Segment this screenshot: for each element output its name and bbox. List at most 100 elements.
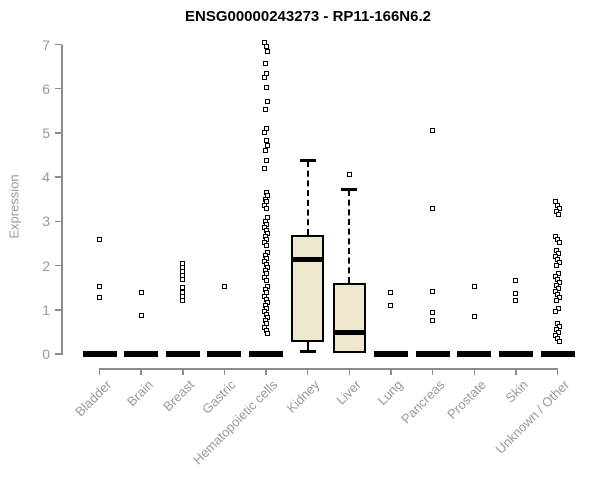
y-tick xyxy=(55,176,62,178)
outlier-point xyxy=(471,314,477,320)
outlier-point xyxy=(97,236,102,242)
outlier-point xyxy=(262,148,268,154)
x-tick xyxy=(515,368,517,375)
boxplot-lower-whisker-cap xyxy=(299,350,316,354)
x-tick xyxy=(306,368,309,375)
outlier-point xyxy=(265,98,271,104)
x-tick xyxy=(223,368,226,375)
x-tick xyxy=(473,368,475,375)
outlier-point xyxy=(265,330,271,336)
y-tick xyxy=(55,353,62,355)
outlier-point xyxy=(264,157,270,163)
boxplot-upper-whisker-cap xyxy=(299,159,316,163)
boxplot-collapsed xyxy=(124,351,159,357)
outlier-point xyxy=(388,303,394,309)
y-tick-label: 6 xyxy=(42,80,50,97)
boxplot-median xyxy=(332,330,366,336)
outlier-point xyxy=(430,288,436,294)
y-tick xyxy=(55,309,62,311)
y-tick-label: 0 xyxy=(42,346,50,362)
y-tick-label: 5 xyxy=(42,124,50,141)
category-label: Lung xyxy=(374,377,406,409)
outlier-point xyxy=(430,128,436,134)
category-label: Breast xyxy=(160,377,198,415)
outlier-point xyxy=(261,130,267,136)
outlier-point xyxy=(138,289,144,295)
x-tick xyxy=(556,368,559,375)
boxplot-collapsed xyxy=(498,351,533,357)
x-tick xyxy=(182,368,184,375)
category-label: Gastric xyxy=(199,377,240,417)
outlier-point xyxy=(555,211,561,217)
x-tick xyxy=(390,368,392,375)
outlier-point xyxy=(513,291,519,297)
boxplot-collapsed xyxy=(82,351,117,357)
outlier-point xyxy=(430,205,436,211)
category-label: Unknown / Other xyxy=(492,377,573,457)
category-label: Liver xyxy=(333,377,364,408)
outlier-point xyxy=(138,313,144,319)
outlier-point xyxy=(221,284,227,290)
y-tick xyxy=(55,43,62,46)
outlier-point xyxy=(262,60,268,66)
category-label: Brain xyxy=(123,377,156,410)
outlier-point xyxy=(430,309,436,315)
outlier-point xyxy=(262,107,268,113)
y-tick xyxy=(55,264,62,267)
outlier-point xyxy=(263,243,269,249)
y-tick xyxy=(55,132,62,134)
y-tick-label: 4 xyxy=(42,169,50,186)
boxplot-box xyxy=(291,234,325,342)
outlier-point xyxy=(265,48,271,54)
category-label: Kidney xyxy=(283,377,323,416)
x-tick xyxy=(431,368,434,375)
outlier-point xyxy=(261,165,267,171)
category-label: Bladder xyxy=(71,377,115,420)
x-tick xyxy=(140,368,142,375)
y-tick-label: 7 xyxy=(42,36,50,53)
outlier-point xyxy=(346,171,352,177)
chart-title: ENSG00000243273 - RP11-166N6.2 xyxy=(184,8,431,25)
outlier-point xyxy=(471,283,477,289)
outlier-point xyxy=(556,339,562,345)
outlier-point xyxy=(388,290,394,296)
boxplot-collapsed xyxy=(373,351,408,357)
boxplot-collapsed xyxy=(540,351,575,357)
outlier-point xyxy=(553,308,559,314)
y-tick xyxy=(55,87,62,90)
boxplot-collapsed xyxy=(249,351,284,357)
boxplot-collapsed xyxy=(415,351,450,357)
x-tick xyxy=(98,368,101,375)
boxplot-box xyxy=(332,282,366,354)
outlier-point xyxy=(556,240,562,246)
outlier-point xyxy=(554,263,560,269)
outlier-point xyxy=(430,318,436,324)
boxplot-upper-whisker-cap xyxy=(341,188,358,192)
outlier-point xyxy=(97,295,102,301)
outlier-point xyxy=(263,85,269,91)
outlier-point xyxy=(180,276,186,282)
outlier-point xyxy=(554,298,560,304)
boxplot-median xyxy=(291,256,325,262)
outlier-point xyxy=(263,205,269,211)
y-tick xyxy=(55,220,62,223)
boxplot-upper-whisker xyxy=(306,160,309,235)
outlier-point xyxy=(180,297,186,303)
x-tick xyxy=(265,368,267,375)
category-label: Skin xyxy=(502,377,531,406)
x-axis-line xyxy=(98,368,559,370)
category-label: Prostate xyxy=(444,377,489,422)
boxplot-collapsed xyxy=(165,351,200,357)
y-tick-label: 1 xyxy=(42,301,50,318)
boxplot-collapsed xyxy=(207,351,242,357)
category-label: Pancreas xyxy=(397,377,448,427)
x-tick xyxy=(348,368,351,375)
y-tick-label: 3 xyxy=(42,213,50,230)
outlier-point xyxy=(263,277,269,283)
y-tick-label: 2 xyxy=(42,257,50,274)
outlier-point xyxy=(261,75,267,81)
outlier-point xyxy=(265,142,271,148)
boxplot-upper-whisker xyxy=(348,189,351,283)
outlier-point xyxy=(513,297,519,303)
